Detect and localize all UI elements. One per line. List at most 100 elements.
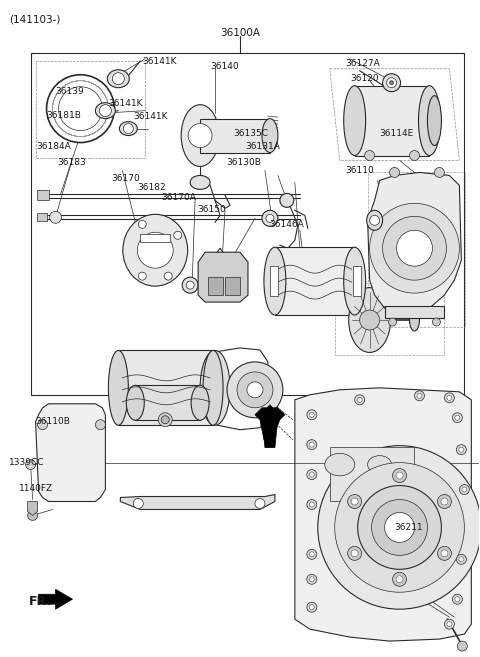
Circle shape xyxy=(158,413,172,426)
Polygon shape xyxy=(258,405,282,447)
Bar xyxy=(36,214,47,221)
Text: 36141K: 36141K xyxy=(108,99,143,108)
Polygon shape xyxy=(28,501,37,516)
Circle shape xyxy=(447,622,452,627)
Bar xyxy=(335,283,444,355)
Ellipse shape xyxy=(126,386,144,420)
Circle shape xyxy=(370,204,459,293)
Circle shape xyxy=(280,193,294,208)
Ellipse shape xyxy=(108,350,128,425)
Bar xyxy=(275,247,355,315)
Circle shape xyxy=(133,499,144,509)
Polygon shape xyxy=(120,495,275,509)
Circle shape xyxy=(437,495,451,509)
Bar xyxy=(355,85,430,156)
Circle shape xyxy=(307,470,317,480)
Circle shape xyxy=(307,410,317,420)
Circle shape xyxy=(309,577,314,581)
Ellipse shape xyxy=(344,85,366,156)
Circle shape xyxy=(434,168,444,177)
Ellipse shape xyxy=(262,119,278,152)
Circle shape xyxy=(462,487,467,492)
Text: 36211: 36211 xyxy=(394,523,423,532)
Text: 36146A: 36146A xyxy=(270,221,304,229)
Polygon shape xyxy=(295,388,471,641)
Circle shape xyxy=(457,641,468,651)
Ellipse shape xyxy=(190,175,210,189)
Circle shape xyxy=(137,233,173,268)
Circle shape xyxy=(441,550,448,557)
Circle shape xyxy=(456,445,467,455)
Circle shape xyxy=(396,472,403,479)
Text: 36181B: 36181B xyxy=(46,111,81,120)
Ellipse shape xyxy=(203,350,223,425)
Ellipse shape xyxy=(181,104,219,166)
Bar xyxy=(140,235,170,242)
Circle shape xyxy=(123,124,133,133)
Circle shape xyxy=(164,272,172,280)
Circle shape xyxy=(459,447,464,452)
Circle shape xyxy=(444,619,455,629)
Circle shape xyxy=(389,318,396,326)
Circle shape xyxy=(262,210,278,226)
Ellipse shape xyxy=(325,453,355,476)
Ellipse shape xyxy=(348,288,391,352)
Circle shape xyxy=(309,604,314,610)
Circle shape xyxy=(358,486,442,570)
Text: 36130B: 36130B xyxy=(227,158,262,167)
Ellipse shape xyxy=(96,102,115,119)
Circle shape xyxy=(372,499,428,555)
Text: 36131A: 36131A xyxy=(245,142,280,151)
Circle shape xyxy=(409,150,420,160)
Circle shape xyxy=(396,231,432,266)
Circle shape xyxy=(227,362,283,418)
Circle shape xyxy=(96,420,106,430)
Ellipse shape xyxy=(367,210,383,231)
Ellipse shape xyxy=(409,309,420,331)
Circle shape xyxy=(390,168,399,177)
Text: 36150: 36150 xyxy=(197,205,226,214)
Text: 36141K: 36141K xyxy=(134,112,168,121)
Bar xyxy=(36,191,48,200)
Circle shape xyxy=(112,73,124,85)
Circle shape xyxy=(351,550,358,557)
Circle shape xyxy=(459,557,464,562)
Circle shape xyxy=(247,382,263,397)
Polygon shape xyxy=(36,404,106,501)
Text: 36182: 36182 xyxy=(137,183,166,192)
Text: 36100A: 36100A xyxy=(220,28,260,38)
Circle shape xyxy=(266,214,274,222)
Bar xyxy=(384,306,444,318)
Polygon shape xyxy=(255,408,285,445)
Text: 1140FZ: 1140FZ xyxy=(19,484,53,493)
Text: 36184A: 36184A xyxy=(36,142,72,151)
Circle shape xyxy=(318,445,480,609)
Ellipse shape xyxy=(419,85,441,156)
Ellipse shape xyxy=(200,350,230,425)
Bar xyxy=(135,385,200,420)
Circle shape xyxy=(383,216,446,280)
Circle shape xyxy=(307,499,317,509)
Circle shape xyxy=(186,281,194,289)
Ellipse shape xyxy=(344,247,366,315)
Circle shape xyxy=(255,499,265,509)
Bar xyxy=(31,53,464,395)
Circle shape xyxy=(99,104,111,116)
Circle shape xyxy=(335,463,464,592)
Circle shape xyxy=(59,87,102,131)
Circle shape xyxy=(138,272,146,280)
Bar xyxy=(119,350,213,424)
Circle shape xyxy=(441,498,448,505)
Circle shape xyxy=(383,74,400,92)
Circle shape xyxy=(415,391,424,401)
Ellipse shape xyxy=(428,96,442,146)
Circle shape xyxy=(348,495,361,509)
Circle shape xyxy=(309,472,314,477)
Bar xyxy=(330,447,415,501)
Ellipse shape xyxy=(264,247,286,315)
Text: 36183: 36183 xyxy=(57,158,86,167)
Circle shape xyxy=(452,594,462,604)
Circle shape xyxy=(174,231,182,239)
Bar xyxy=(368,172,465,327)
Circle shape xyxy=(455,597,460,602)
